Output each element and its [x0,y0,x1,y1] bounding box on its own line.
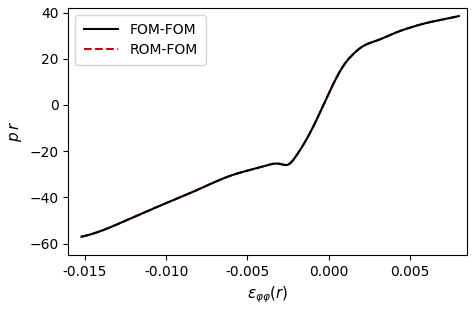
Line: FOM-FOM: FOM-FOM [82,16,459,237]
ROM-FOM [456,14,462,18]
FOM-FOM [376,38,382,42]
ROM-FOM [252,167,258,171]
ROM-FOM [79,235,84,239]
ROM-FOM [445,17,451,20]
Line: ROM-FOM: ROM-FOM [82,16,459,237]
ROM-FOM [445,17,451,20]
ROM-FOM [262,164,268,168]
X-axis label: $\epsilon_{\varphi\varphi}(r)$: $\epsilon_{\varphi\varphi}(r)$ [247,285,289,305]
ROM-FOM [98,229,104,233]
Y-axis label: $p\,r$: $p\,r$ [7,121,24,142]
FOM-FOM [445,17,451,20]
FOM-FOM [262,164,268,168]
FOM-FOM [98,229,104,233]
ROM-FOM [376,38,382,42]
Legend: FOM-FOM, ROM-FOM: FOM-FOM, ROM-FOM [75,15,206,65]
FOM-FOM [79,235,84,239]
FOM-FOM [456,14,462,18]
FOM-FOM [252,167,258,171]
FOM-FOM [445,17,451,20]
